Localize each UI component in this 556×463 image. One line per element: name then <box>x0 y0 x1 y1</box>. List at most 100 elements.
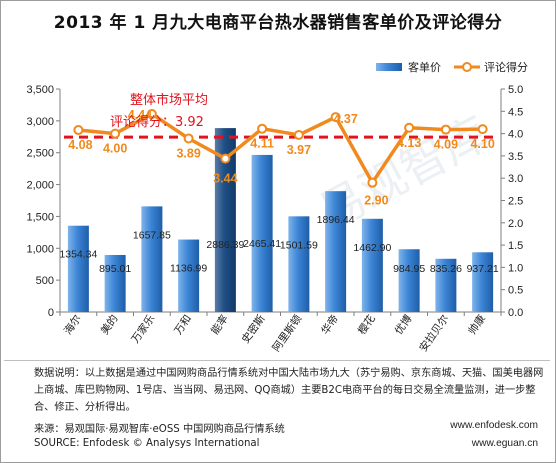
bar <box>67 225 89 312</box>
score-point <box>220 153 231 164</box>
bar <box>361 218 383 312</box>
left-tick-label: 3,500 <box>26 84 54 96</box>
score-label: 3.97 <box>287 143 311 157</box>
category-label: 阿里斯顿 <box>270 312 305 354</box>
bar-value-label: 2465.41 <box>243 238 281 250</box>
line-series <box>73 108 488 188</box>
score-label: 3.89 <box>176 147 200 161</box>
source-cn: 来源：易观国际·易观智库·eOSS 中国网购商品行情系统 <box>34 424 285 435</box>
bar-value-label: 2886.39 <box>206 239 244 251</box>
bar <box>472 252 494 312</box>
score-point <box>330 112 341 123</box>
score-label: 4.37 <box>333 112 357 126</box>
bar-value-label: 1136.99 <box>170 263 207 275</box>
bar <box>178 239 200 312</box>
legend-line-marker <box>462 62 472 72</box>
score-point <box>477 124 488 135</box>
legend-bar-swatch <box>376 63 402 71</box>
bar-value-label: 895.01 <box>99 263 131 275</box>
bar <box>104 254 126 312</box>
score-point <box>404 122 415 133</box>
bar <box>398 249 420 312</box>
annotation-line2: 评论得分：3.92 <box>110 114 204 130</box>
left-tick-label: 1,500 <box>26 211 54 223</box>
right-tick-label: 4.0 <box>508 129 523 141</box>
score-point <box>110 128 121 139</box>
url-enfodesk[interactable]: www.enfodesk.com <box>450 420 538 431</box>
score-label: 4.11 <box>250 137 274 151</box>
score-label: 4.44 <box>128 108 152 122</box>
data-note: 数据说明：以上数据是通过中国网购商品行情系统对中国大陆市场九大（苏宁易购、京东商… <box>34 368 544 413</box>
right-tick-label: 3.5 <box>508 151 523 163</box>
bar-value-label: 1462.90 <box>353 242 391 254</box>
bar <box>325 191 347 312</box>
score-point <box>257 123 268 134</box>
category-label: 美的 <box>98 312 121 337</box>
score-point <box>293 129 304 140</box>
category-label: 万和 <box>172 313 194 337</box>
category-label: 史密斯 <box>239 312 268 346</box>
score-label: 4.13 <box>397 136 421 150</box>
bar-value-label: 1657.85 <box>133 229 171 241</box>
category-label: 海尔 <box>61 312 84 337</box>
bar <box>141 206 163 312</box>
right-tick-label: 1.0 <box>508 262 523 274</box>
left-tick-label: 500 <box>36 275 54 287</box>
chart-title: 2013 年 1 月九大电商平台热水器销售客单价及评论得分 <box>53 13 503 33</box>
score-label: 2.90 <box>364 194 388 208</box>
annotation-line1: 整体市场平均 <box>130 92 208 108</box>
category-label: 华帝 <box>318 312 341 337</box>
score-point <box>146 108 157 119</box>
right-tick-label: 0.5 <box>508 285 523 297</box>
line-value-labels: 4.08 4.00 4.44 3.89 3.44 4.11 3.97 4.37 2.90 4.13… <box>68 108 495 208</box>
bar <box>435 258 457 312</box>
score-label: 4.00 <box>103 142 127 156</box>
score-point <box>73 125 84 136</box>
legend-line-label: 评论得分 <box>484 60 528 74</box>
category-label: 能率 <box>208 312 231 337</box>
right-tick-label: 0.0 <box>508 307 523 319</box>
bar <box>214 128 236 312</box>
bar <box>288 216 310 312</box>
legend: 客单价 评论得分 <box>376 60 528 74</box>
score-label: 4.10 <box>470 137 494 151</box>
left-tick-label: 0 <box>48 307 54 319</box>
bar-value-label: 937.21 <box>467 263 499 275</box>
bar-value-label: 1501.59 <box>280 239 318 251</box>
score-label: 3.44 <box>213 172 237 186</box>
chart-canvas: 易观智库 05001,0001,5002,0002,5003,0003,5000… <box>26 60 528 354</box>
score-label: 4.09 <box>434 138 458 152</box>
left-tick-label: 3,000 <box>26 116 54 128</box>
right-tick-label: 1.5 <box>508 240 523 252</box>
left-tick-label: 2,500 <box>26 148 54 160</box>
score-line <box>78 112 483 185</box>
left-tick-label: 1,000 <box>26 243 54 255</box>
bar-value-label: 1354.34 <box>59 249 97 261</box>
right-tick-label: 2.0 <box>508 218 523 230</box>
category-label: 万家乐 <box>129 312 158 346</box>
category-label: 优博 <box>392 312 415 337</box>
bar-series <box>67 128 494 312</box>
category-label: 安拉贝尔 <box>417 312 452 354</box>
url-eguan[interactable]: www.eguan.cn <box>471 438 538 449</box>
bar-value-label: 984.95 <box>393 263 425 275</box>
score-label: 4.08 <box>68 138 92 152</box>
right-tick-label: 2.5 <box>508 196 523 208</box>
footer: 数据说明：以上数据是通过中国网购商品行情系统对中国大陆市场九大（苏宁易购、京东商… <box>0 360 556 461</box>
legend-bar-label: 客单价 <box>408 60 441 74</box>
footer-divider <box>4 360 550 361</box>
score-point <box>367 177 378 188</box>
score-point <box>183 133 194 144</box>
right-tick-label: 5.0 <box>508 84 523 96</box>
score-point <box>440 124 451 135</box>
right-tick-label: 3.0 <box>508 173 523 185</box>
right-tick-label: 4.5 <box>508 106 523 118</box>
bar-value-label: 1896.44 <box>317 214 355 226</box>
bar <box>251 154 273 312</box>
category-label: 樱花 <box>355 312 378 337</box>
source-en: SOURCE: Enfodesk © Analysys Internationa… <box>34 438 260 449</box>
category-label: 帅康 <box>465 312 488 337</box>
left-tick-label: 2,000 <box>26 180 54 192</box>
